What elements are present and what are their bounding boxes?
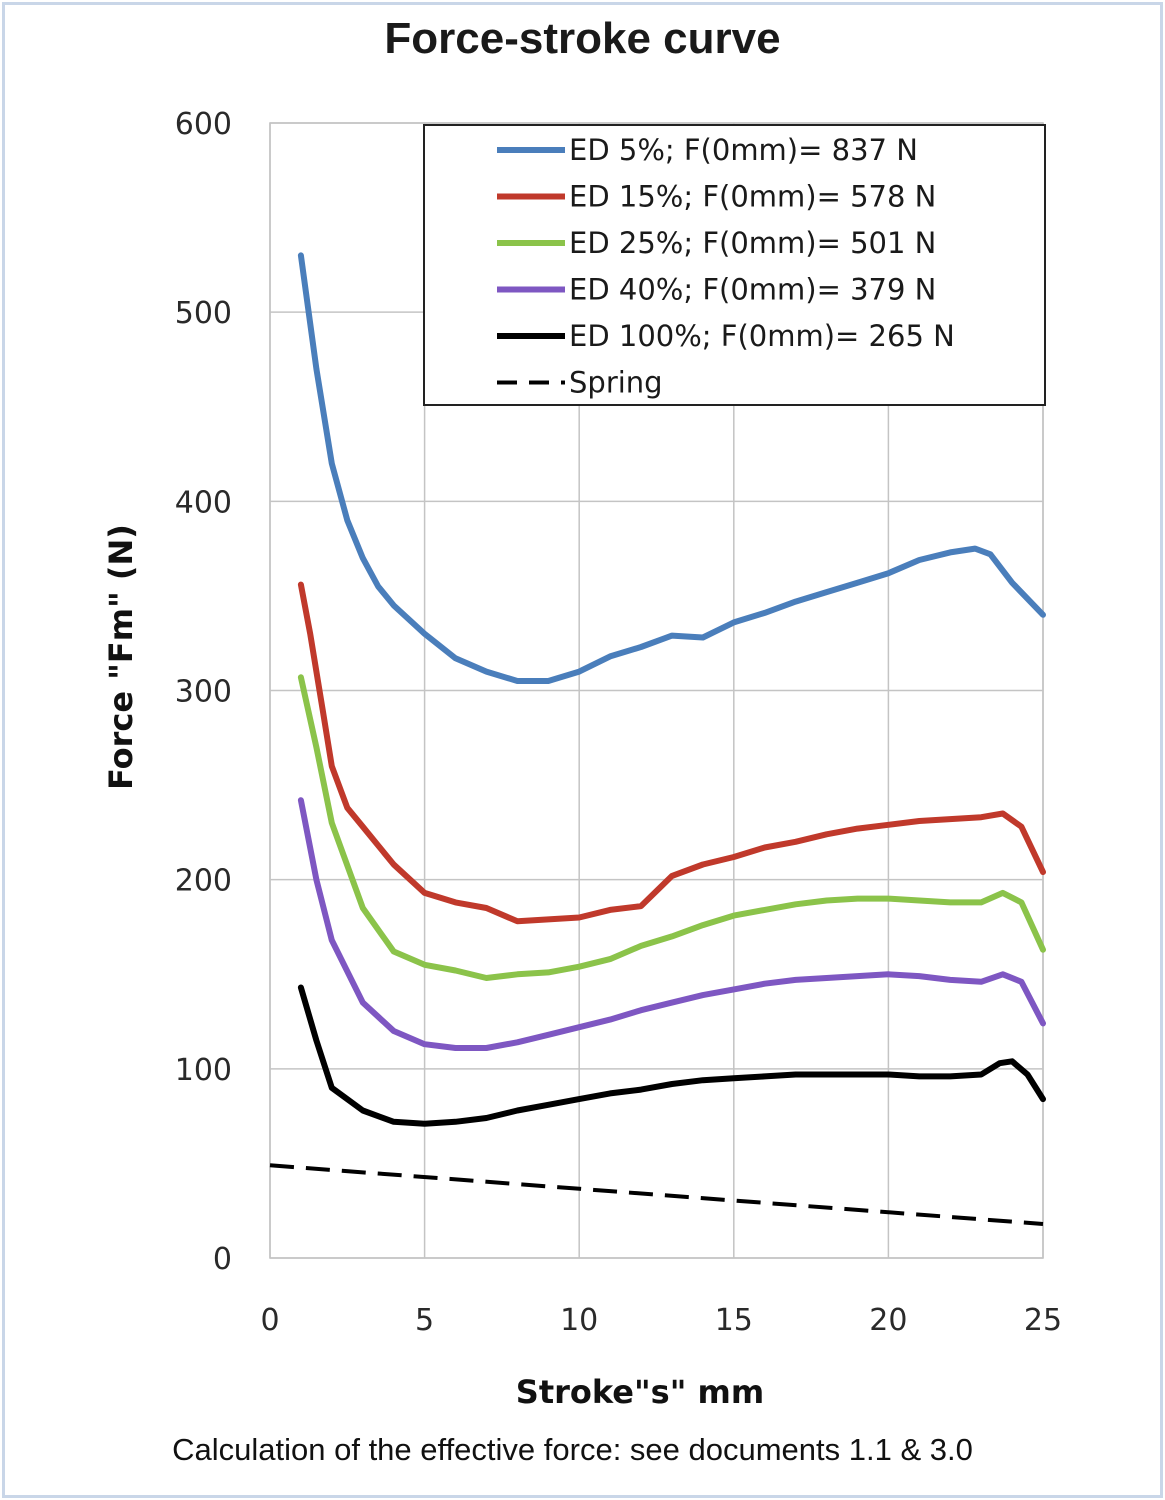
legend-entry-label: ED 25%; F(0mm)= 501 N [569,226,936,260]
y-tick-label: 100 [175,1053,232,1088]
chart-title: Force-stroke curve [384,14,781,63]
series-line-5 [269,1163,1044,1226]
y-tick-label: 300 [175,675,232,710]
x-tick-label: 5 [415,1303,434,1338]
legend-box [423,124,1046,406]
series-line-3 [297,797,1046,1051]
x-tick-label: 15 [715,1303,753,1338]
series-line-0 [297,252,1046,684]
y-tick-label: 200 [175,864,232,899]
series-lines [269,252,1046,1226]
legend-entry-label: ED 5%; F(0mm)= 837 N [569,133,918,167]
legend: ED 5%; F(0mm)= 837 N ED 15%; F(0mm)= 578 … [423,124,1046,406]
x-tick-label: 20 [869,1303,907,1338]
legend-entry-label: ED 15%; F(0mm)= 578 N [569,180,936,214]
y-tick-label: 400 [175,485,232,520]
x-tick-label: 25 [1024,1303,1062,1338]
x-axis-label: Stroke"s" mm [516,1373,764,1411]
series-line-4 [297,984,1046,1127]
x-tick-label: 10 [560,1303,598,1338]
y-axis-label: Force "Fm" (N) [102,524,140,790]
y-tick-label: 500 [175,296,232,331]
legend-entry-label: Spring [569,366,663,400]
series-line-1 [297,581,1046,925]
y-tick-label: 600 [175,107,232,142]
legend-entry-label: ED 100%; F(0mm)= 265 N [569,319,955,353]
caption: Calculation of the effective force: see … [172,1432,973,1467]
series-line-2 [297,674,1046,981]
tick-labels: 0 100 200 300 400 500 600 0 5 10 15 20 25 [175,107,1062,1338]
x-tick-label: 0 [260,1303,279,1338]
legend-entry-label: ED 40%; F(0mm)= 379 N [569,273,936,307]
y-tick-label: 0 [213,1242,232,1277]
